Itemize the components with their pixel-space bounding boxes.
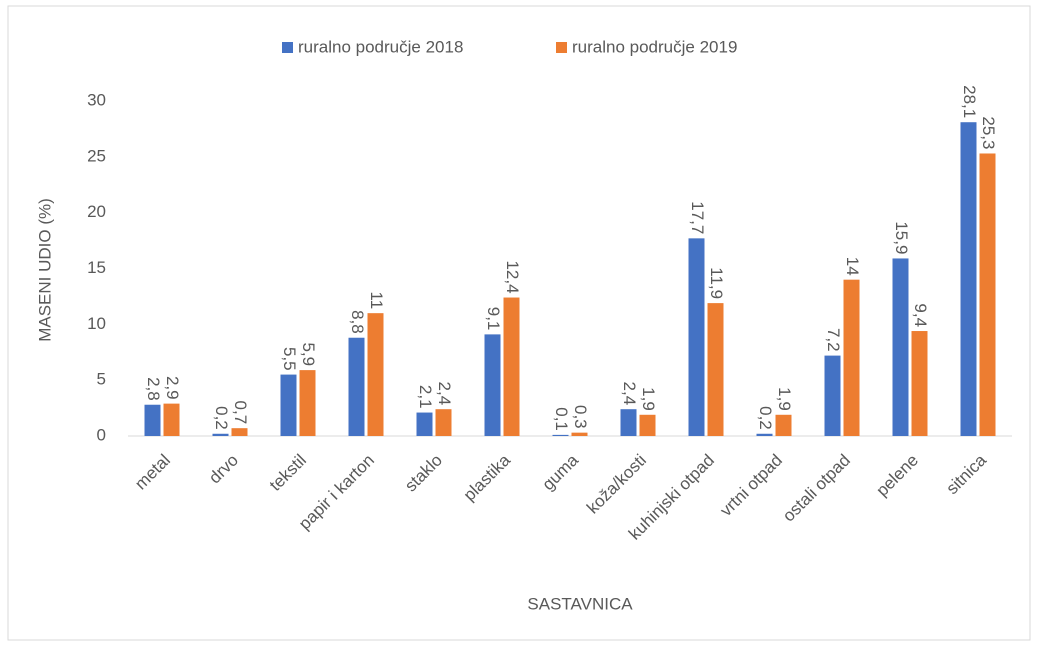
data-label: 0,7	[231, 401, 250, 425]
data-label: 11	[367, 292, 386, 310]
bar	[843, 279, 860, 436]
legend-label: ruralno područje 2018	[298, 37, 463, 56]
data-label: 0,3	[571, 405, 590, 429]
data-label: 7,2	[824, 328, 843, 352]
bar	[231, 428, 248, 436]
legend-swatch	[282, 42, 293, 53]
bar	[979, 153, 996, 436]
data-label: 2,9	[163, 376, 182, 400]
data-label: 2,1	[416, 385, 435, 409]
bar	[144, 404, 161, 436]
y-tick-label: 10	[87, 314, 106, 333]
bar	[299, 370, 316, 436]
bar	[416, 412, 433, 436]
data-label: 11,9	[707, 267, 726, 299]
data-label: 1,9	[639, 387, 658, 411]
legend-swatch	[556, 42, 567, 53]
bar	[212, 433, 229, 436]
bar	[503, 297, 520, 436]
bar	[960, 122, 977, 436]
data-label: 5,9	[299, 342, 318, 366]
y-axis-title: MASENI UDIO (%)	[35, 198, 54, 342]
x-axis-title: SASTAVNICA	[527, 594, 633, 613]
data-label: 2,8	[144, 377, 163, 401]
data-label: 8,8	[348, 310, 367, 334]
data-label: 0,1	[552, 407, 571, 431]
data-label: 25,3	[979, 116, 998, 149]
bar	[824, 355, 841, 436]
bar	[620, 409, 637, 436]
y-tick-label: 0	[97, 425, 106, 444]
data-label: 14	[843, 257, 862, 276]
bar	[892, 258, 909, 436]
bar	[571, 432, 588, 436]
y-tick-label: 25	[87, 146, 106, 165]
bar	[639, 414, 656, 436]
data-label: 12,4	[503, 260, 522, 293]
bar	[348, 337, 365, 436]
data-label: 17,7	[688, 201, 707, 234]
data-label: 9,1	[484, 307, 503, 331]
data-label: 28,1	[960, 85, 979, 118]
y-tick-label: 5	[97, 370, 106, 389]
data-label: 5,5	[280, 347, 299, 371]
y-tick-label: 15	[87, 258, 106, 277]
bar	[163, 403, 180, 436]
bar	[435, 409, 452, 436]
bar	[552, 434, 569, 436]
data-label: 0,2	[756, 406, 775, 430]
bar	[688, 238, 705, 436]
data-label: 2,4	[435, 382, 454, 406]
data-label: 2,4	[620, 382, 639, 406]
bar	[911, 331, 928, 436]
bar	[367, 313, 384, 436]
data-label: 0,2	[212, 406, 231, 430]
bar	[775, 414, 792, 436]
bar	[484, 334, 501, 436]
data-label: 9,4	[911, 303, 930, 327]
bar	[756, 433, 773, 436]
legend-label: ruralno područje 2019	[572, 37, 737, 56]
y-tick-label: 20	[87, 202, 106, 221]
bar	[280, 374, 297, 436]
y-tick-label: 30	[87, 90, 106, 109]
data-label: 1,9	[775, 387, 794, 411]
data-label: 15,9	[892, 221, 911, 254]
bar	[707, 303, 724, 436]
